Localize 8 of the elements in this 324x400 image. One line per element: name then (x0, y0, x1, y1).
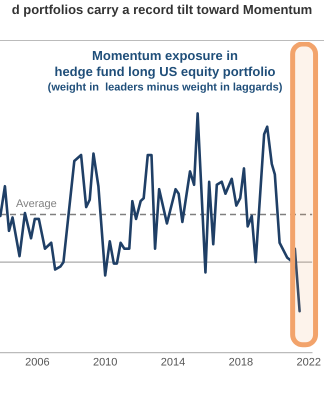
ref-line-label: Average (16, 198, 57, 210)
x-tick-label: 2022 (296, 356, 322, 368)
x-tick-label: 2010 (92, 356, 118, 368)
chart-title: d portfolios carry a record tilt toward Momentum (10, 2, 314, 17)
x-tick-label: 2018 (228, 356, 254, 368)
x-tick-label: 2014 (160, 356, 186, 368)
x-tick-label: 2006 (25, 356, 50, 368)
chart-subtitle: Momentum exposure in hedge fund long US equity portfolio (weight in leaders minus weight in laggards) (48, 48, 283, 94)
